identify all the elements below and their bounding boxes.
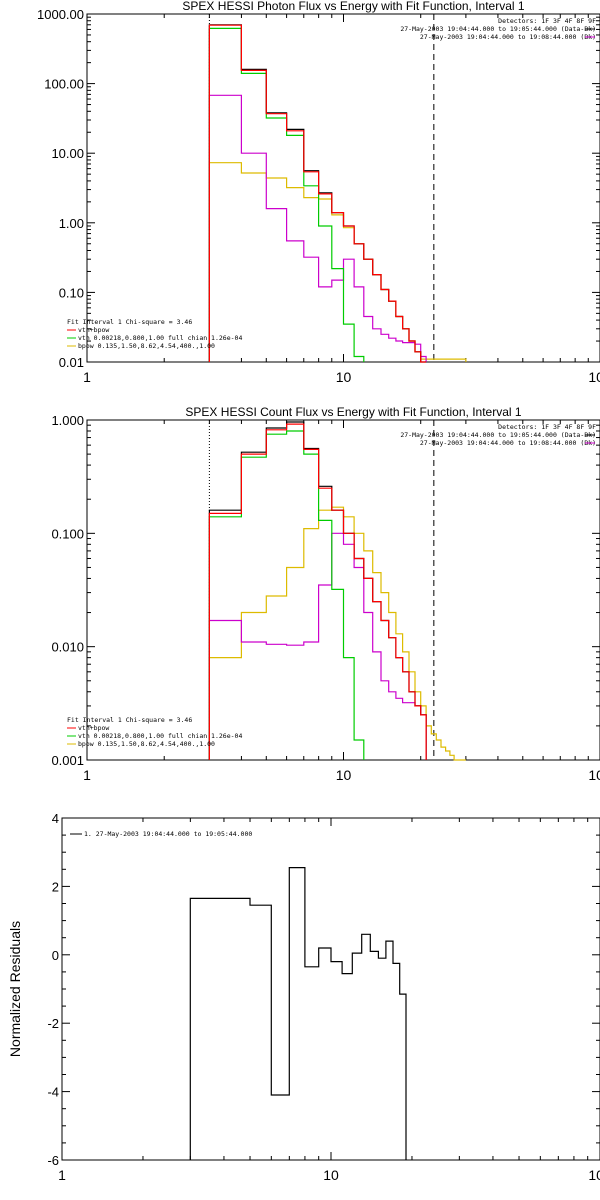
x-tick-label: 10 bbox=[336, 369, 352, 385]
plot-title-2: SPEX HESSI Count Flux vs Energy with Fit… bbox=[185, 405, 521, 419]
y-tick-label: 1000.00 bbox=[37, 7, 84, 22]
y-tick-label: 0.001 bbox=[51, 753, 84, 768]
x-tick-label: 10 bbox=[323, 1167, 339, 1183]
y-tick-label: 0 bbox=[52, 948, 59, 963]
y-tick-label: -6 bbox=[47, 1153, 59, 1168]
legend-line: bpow 0.135,1.50,8.62,4.54,400.,1.00 bbox=[78, 342, 215, 350]
y-tick-label: -2 bbox=[47, 1016, 59, 1031]
legend-line: 1. 27-May-2003 19:04:44.000 to 19:05:44.… bbox=[84, 830, 252, 838]
x-tick-label: 100 bbox=[588, 369, 600, 385]
series-sum-2 bbox=[208, 423, 427, 760]
legend-line: Fit Interval 1 Chi-square = 3.46 bbox=[67, 318, 192, 326]
series-bkg-1 bbox=[208, 94, 427, 362]
y-tick-label: 100.00 bbox=[44, 77, 84, 92]
info-line: 27-May-2003 19:04:44.000 to 19:05:44.000… bbox=[400, 25, 596, 33]
y-axis-label: Normalized Residuals bbox=[7, 921, 23, 1057]
x-tick-label: 10 bbox=[336, 767, 352, 783]
info-line: Detectors: 1F 3F 4F 8F 9F bbox=[498, 17, 596, 25]
y-tick-label: 0.010 bbox=[51, 640, 84, 655]
legend-line: vth 0.00218,0.800,1.00 full chian 1.26e-… bbox=[78, 334, 242, 342]
x-tick-label: 1 bbox=[58, 1167, 66, 1183]
x-tick-label: 100 bbox=[588, 767, 600, 783]
plot-frame-3 bbox=[61, 817, 600, 1161]
legend-line: vth+bpow bbox=[78, 326, 109, 334]
y-tick-label: 1.00 bbox=[59, 216, 84, 231]
y-tick-label: -4 bbox=[47, 1085, 59, 1100]
info-line: 27-May-2003 19:04:44.000 to 19:08:44.000… bbox=[420, 439, 596, 447]
y-tick-label: 0.01 bbox=[59, 355, 84, 370]
y-tick-label: 0.100 bbox=[51, 526, 84, 541]
plot-title-1: SPEX HESSI Photon Flux vs Energy with Fi… bbox=[182, 0, 524, 13]
legend-line: Fit Interval 1 Chi-square = 3.46 bbox=[67, 716, 192, 724]
x-tick-label: 1 bbox=[83, 767, 91, 783]
legend-line: vth+bpow bbox=[78, 724, 109, 732]
series-bpow-2 bbox=[208, 506, 466, 761]
x-tick-label: 100 bbox=[588, 1167, 600, 1183]
y-tick-label: 1.000 bbox=[51, 413, 84, 428]
series-bpow-1 bbox=[208, 162, 467, 362]
series-total-3 bbox=[189, 867, 407, 1160]
legend-line: vth 0.00218,0.800,1.00 full chian 1.26e-… bbox=[78, 732, 242, 740]
info-line: Detectors: 1F 3F 4F 8F 9F bbox=[498, 423, 596, 431]
x-tick-label: 1 bbox=[83, 369, 91, 385]
series-vth-2 bbox=[208, 430, 365, 760]
series-total-1 bbox=[208, 24, 427, 363]
y-tick-label: 10.00 bbox=[51, 146, 84, 161]
legend-line: bpow 0.135,1.50,8.62,4.54,400.,1.00 bbox=[78, 740, 215, 748]
y-tick-label: 2 bbox=[52, 879, 59, 894]
y-tick-label: 0.10 bbox=[59, 285, 84, 300]
info-line: 27-May-2003 19:04:44.000 to 19:05:44.000… bbox=[400, 431, 596, 439]
series-sum-1 bbox=[208, 24, 427, 363]
series-vth-1 bbox=[208, 27, 365, 362]
info-line: 27-May-2003 19:04:44.000 to 19:08:44.000… bbox=[420, 33, 596, 41]
y-tick-label: 4 bbox=[52, 811, 59, 826]
